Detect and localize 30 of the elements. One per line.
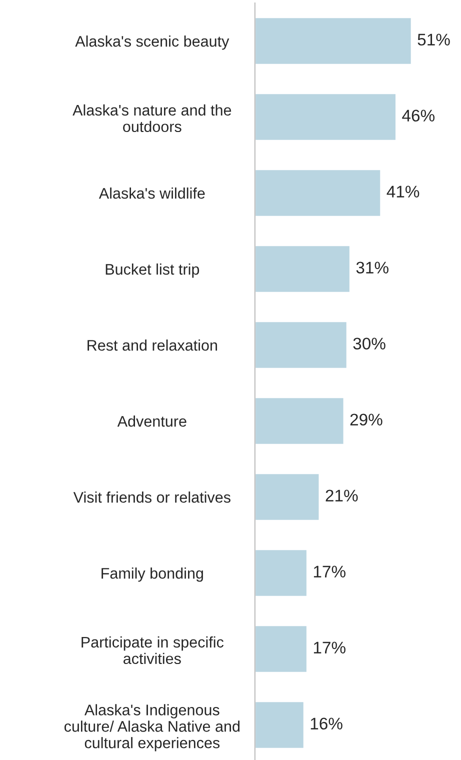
bar xyxy=(254,168,382,218)
y-tick-label: Alaska's Indigenous culture/ Alaska Native and cultural experiences xyxy=(64,704,240,752)
data-label: 31% xyxy=(356,262,388,274)
data-label: 17% xyxy=(314,642,346,654)
y-tick-label: Alaska's nature and the outdoors xyxy=(72,104,232,132)
data-label: 29% xyxy=(350,414,382,426)
bar xyxy=(254,624,308,674)
data-label: 21% xyxy=(326,490,358,502)
data-label: 17% xyxy=(314,566,346,578)
bar xyxy=(254,244,351,294)
y-tick-label: Adventure xyxy=(117,416,186,427)
y-tick-label: Family bonding xyxy=(102,568,203,582)
data-label: 30% xyxy=(353,338,386,350)
data-label: 41% xyxy=(386,186,420,198)
bar xyxy=(254,396,345,446)
data-label: 51% xyxy=(418,34,450,46)
bar xyxy=(254,92,397,142)
bar xyxy=(254,16,412,66)
bar xyxy=(254,700,305,750)
data-label: 16% xyxy=(310,718,342,730)
y-tick-label: Rest and relaxation xyxy=(88,340,217,351)
y-tick-label: Visit friends or relatives xyxy=(73,492,230,503)
y-tick-label: Alaska's scenic beauty xyxy=(75,36,230,50)
y-tick-label: Alaska's wildlife xyxy=(98,188,205,199)
bar xyxy=(254,472,320,522)
y-tick-label: Participate in specific activities xyxy=(82,636,224,664)
bar xyxy=(254,548,308,598)
data-label: 46% xyxy=(402,110,434,122)
bar xyxy=(254,320,348,370)
y-tick-label: Bucket list trip xyxy=(106,264,200,278)
